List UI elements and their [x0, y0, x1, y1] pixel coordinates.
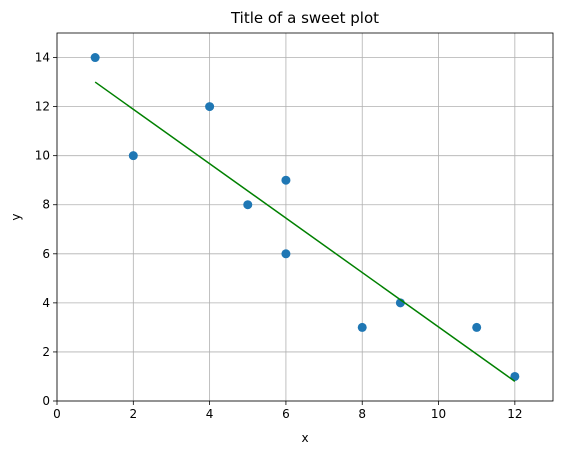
x-tick-label-4: 8 — [358, 407, 366, 421]
scatter-point-5 — [281, 249, 291, 259]
y-tick-label-0: 0 — [42, 394, 50, 408]
chart-title: Title of a sweet plot — [230, 9, 379, 27]
x-axis-label: x — [301, 431, 308, 445]
scatter-point-0 — [90, 53, 100, 63]
scatter-point-2 — [205, 102, 215, 112]
scatter-point-6 — [357, 322, 367, 332]
x-tick-label-2: 4 — [206, 407, 214, 421]
scatter-point-3 — [243, 200, 253, 210]
plot-area: 0 2 4 6 8 10 12 0 2 4 6 8 10 12 14 — [35, 32, 554, 421]
y-tick-label-4: 8 — [42, 198, 50, 212]
y-axis-label: y — [9, 213, 23, 220]
scatter-point-4 — [281, 175, 291, 185]
x-tick-label-5: 10 — [431, 407, 446, 421]
y-tick-label-1: 2 — [42, 345, 50, 359]
y-tick-label-5: 10 — [35, 149, 50, 163]
scatter-series — [90, 53, 520, 381]
axes-frame — [56, 32, 554, 402]
y-tick-label-3: 6 — [42, 247, 50, 261]
grid-lines — [56, 33, 553, 402]
y-tick-label-7: 14 — [35, 51, 50, 65]
fit-line — [94, 81, 516, 382]
x-tick-label-3: 6 — [282, 407, 290, 421]
x-tick-label-1: 2 — [129, 407, 137, 421]
y-tick-label-6: 12 — [35, 100, 50, 114]
scatter-point-9 — [510, 371, 520, 381]
x-tick-label-6: 12 — [507, 407, 522, 421]
x-tick-label-0: 0 — [53, 407, 61, 421]
scatter-point-1 — [128, 151, 138, 161]
y-tick-label-2: 4 — [42, 296, 50, 310]
scatter-point-8 — [472, 322, 482, 332]
